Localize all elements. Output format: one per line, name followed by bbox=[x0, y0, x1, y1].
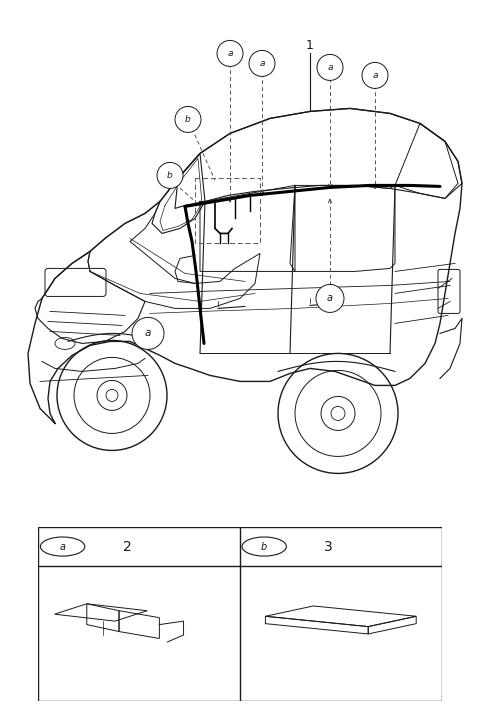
Text: 3: 3 bbox=[324, 539, 333, 554]
Circle shape bbox=[175, 106, 201, 132]
Text: b: b bbox=[167, 171, 173, 180]
Text: a: a bbox=[60, 542, 66, 552]
Text: a: a bbox=[372, 71, 378, 80]
Circle shape bbox=[362, 62, 388, 88]
Circle shape bbox=[132, 317, 164, 350]
Circle shape bbox=[217, 40, 243, 67]
Circle shape bbox=[157, 162, 183, 188]
Text: a: a bbox=[227, 49, 233, 58]
Text: a: a bbox=[145, 329, 151, 338]
Text: b: b bbox=[185, 115, 191, 124]
Text: 2: 2 bbox=[123, 539, 132, 554]
Text: a: a bbox=[327, 63, 333, 72]
Text: a: a bbox=[259, 59, 265, 68]
Text: 1: 1 bbox=[306, 39, 314, 52]
Text: b: b bbox=[261, 542, 267, 552]
Circle shape bbox=[249, 50, 275, 76]
Circle shape bbox=[316, 285, 344, 312]
Circle shape bbox=[242, 537, 287, 556]
Circle shape bbox=[40, 537, 85, 556]
Text: a: a bbox=[327, 293, 333, 304]
Circle shape bbox=[317, 55, 343, 81]
